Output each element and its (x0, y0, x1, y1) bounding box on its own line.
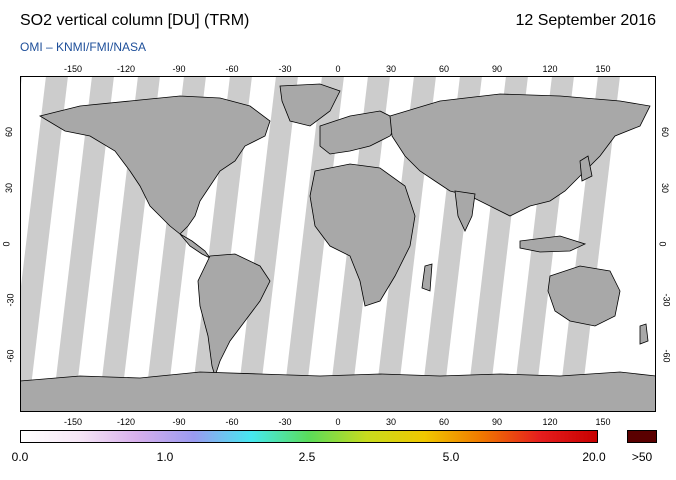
colorbar-label-0: 0.0 (11, 450, 29, 464)
world-map (20, 76, 656, 412)
lon-tick-bot: 120 (542, 417, 558, 427)
india (454, 190, 476, 232)
lon-tick-top: 0 (335, 64, 341, 74)
swath-gap (20, 76, 68, 412)
lat-tick-right: 60 (660, 126, 671, 138)
lon-tick-top: -60 (225, 64, 239, 74)
asia (389, 93, 651, 217)
greenland (279, 83, 341, 127)
colorbar-overflow-swatch (627, 430, 657, 443)
lon-tick-bot: 30 (385, 417, 397, 427)
lon-tick-bot: 60 (438, 417, 450, 427)
lat-tick-right: -30 (661, 293, 672, 307)
lon-tick-bot: -120 (116, 417, 136, 427)
colorbar-label-2: 2.5 (298, 450, 316, 464)
lat-tick-right: 30 (660, 182, 671, 194)
lon-tick-top: 30 (385, 64, 397, 74)
north-america (38, 95, 271, 235)
lat-tick-left: -30 (5, 293, 16, 307)
colorbar (20, 430, 598, 443)
colorbar-label-1: 1.0 (156, 450, 174, 464)
lat-tick-left: -60 (5, 349, 16, 363)
colorbar-label-4: 20.0 (582, 450, 606, 464)
map-border (20, 76, 656, 412)
lon-tick-top: -150 (63, 64, 83, 74)
australia (547, 265, 621, 327)
madagascar (421, 263, 433, 292)
lon-tick-top: -30 (278, 64, 292, 74)
lon-tick-bot: 150 (595, 417, 611, 427)
map-date: 12 September 2016 (515, 12, 656, 29)
lon-tick-top: 120 (542, 64, 558, 74)
new-zealand (639, 323, 649, 345)
swath-gap (52, 76, 114, 412)
lat-tick-left: 30 (4, 182, 15, 194)
indonesia (519, 235, 587, 253)
swath-gap (282, 76, 344, 412)
lon-tick-top: -90 (172, 64, 186, 74)
lon-tick-top: -120 (116, 64, 136, 74)
lon-tick-bot: 90 (491, 417, 503, 427)
lon-tick-bot: -30 (278, 417, 292, 427)
lon-tick-top: 150 (595, 64, 611, 74)
map-title: SO2 vertical column [DU] (TRM) (20, 12, 250, 29)
continents (20, 83, 656, 412)
antarctica (20, 371, 656, 412)
swath-gap (558, 76, 620, 412)
data-credit: OMI – KNMI/FMI/NASA (20, 40, 147, 54)
south-america (197, 253, 271, 378)
lon-tick-bot: -90 (172, 417, 186, 427)
swath-gap (236, 76, 298, 412)
japan (579, 155, 593, 182)
lat-tick-left: 0 (1, 241, 12, 247)
lat-tick-right: 0 (657, 241, 668, 247)
colorbar-label-3: 5.0 (442, 450, 460, 464)
africa (309, 163, 416, 307)
lat-tick-right: -60 (661, 349, 672, 363)
lon-tick-bot: 0 (335, 417, 341, 427)
lon-tick-top: 90 (491, 64, 503, 74)
lon-tick-bot: -150 (63, 417, 83, 427)
colorbar-over-label: >50 (631, 450, 653, 464)
lon-tick-bot: -60 (225, 417, 239, 427)
europe (319, 110, 401, 155)
lat-tick-left: 60 (4, 126, 15, 138)
lon-tick-top: 60 (438, 64, 450, 74)
